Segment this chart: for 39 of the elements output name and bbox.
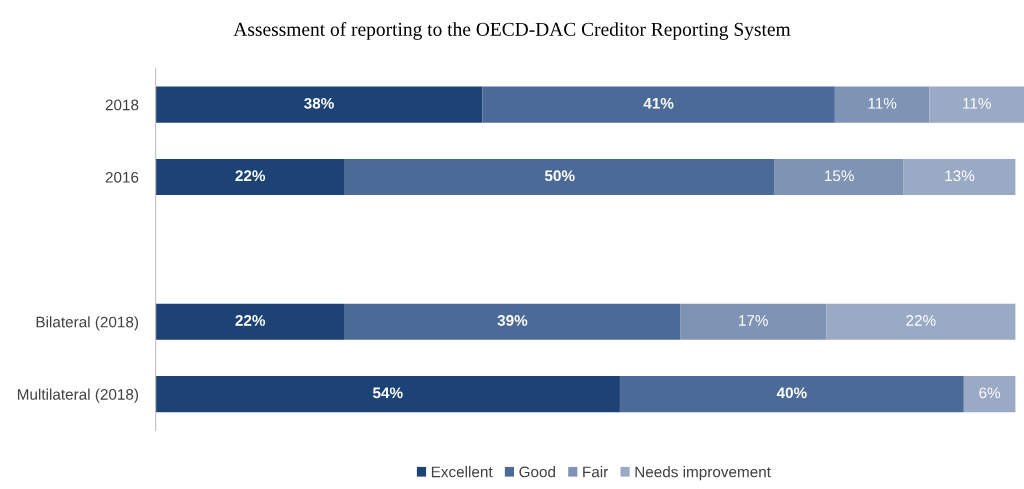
bar [826,303,1016,340]
data-label: 6% [979,387,1001,399]
data-label: 41% [643,97,674,109]
data-label: 39% [497,315,528,326]
bar [155,86,483,123]
data-label: 11% [868,98,897,109]
bar [774,158,904,196]
bar [482,86,835,123]
data-label: 40% [776,387,807,399]
data-label: 22% [235,315,266,326]
bar [903,158,1016,196]
bar [680,303,827,340]
bar [155,158,345,196]
y-tick-label: 2018 [105,99,139,111]
bar [344,303,681,340]
data-label: 13% [945,170,975,182]
legend-label: Needs improvement [635,466,771,481]
y-tick-label: 2016 [105,171,139,183]
data-label: 22% [906,315,936,326]
legend-label: Excellent [431,466,493,478]
data-label: 50% [544,170,575,182]
bar [344,158,775,196]
bar [834,86,930,123]
data-label: 11% [963,98,991,109]
data-label: 54% [372,387,403,399]
legend-label: Good [519,466,555,478]
bar [929,86,1024,123]
data-label: 15% [825,170,854,182]
legend-label: Fair [583,466,609,478]
data-label: 38% [304,97,334,109]
y-tick-label: Multilateral (2018) [17,388,139,403]
bar [155,376,620,413]
bar [155,303,345,340]
chart-title: Assessment of reporting to the OECD-DAC Creditor Reporting System [233,22,791,40]
data-label: 22% [235,170,266,182]
bar [619,376,964,413]
y-tick-label: Bilateral (2018) [36,316,139,331]
data-label: 17% [739,315,768,326]
bar [963,376,1016,413]
